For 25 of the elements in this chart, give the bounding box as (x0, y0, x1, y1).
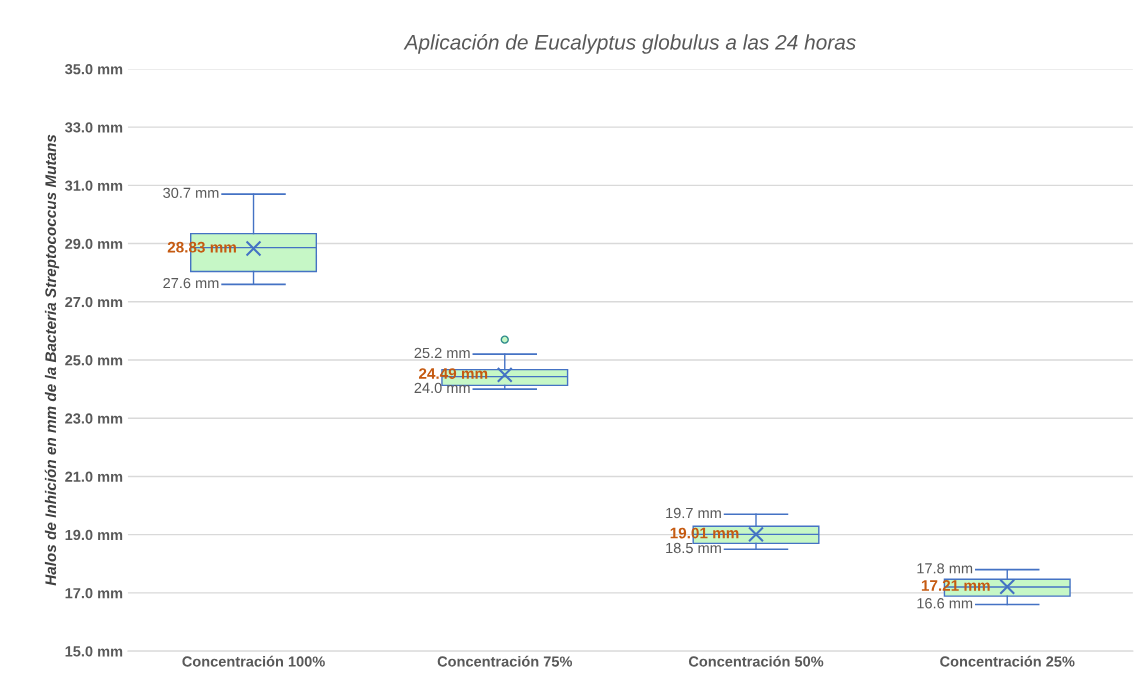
x-tick-label: Concentración 25% (940, 655, 1075, 667)
y-tick-label: 19.0 mm (65, 529, 123, 541)
annotation: 16.6 mm (917, 598, 973, 609)
y-axis-title: Halos de Inhición en mm de la Bacteria Streptococcus Mutans (44, 134, 60, 586)
y-tick-label: 27.0 mm (65, 296, 123, 308)
annotation: 27.6 mm (163, 277, 219, 289)
y-tick-label: 35.0 mm (65, 64, 123, 75)
x-tick-label: Concentración 75% (437, 655, 573, 667)
annotation: 24.0 mm (414, 382, 470, 394)
x-tick-label: Concentración 50% (688, 655, 824, 667)
y-tick-label: 25.0 mm (65, 355, 123, 366)
x-tick-label: Concentración 100% (182, 655, 325, 667)
chart-title: Aplicación de Eucalyptus globulus a las 24 horas (403, 34, 856, 54)
annotation: 19.7 mm (666, 507, 721, 519)
annotation: 17.8 mm (917, 563, 973, 574)
annotation: 18.5 mm (666, 542, 721, 554)
y-tick-label: 31.0 mm (65, 180, 123, 191)
y-tick-label: 33.0 mm (65, 122, 123, 133)
y-tick-label: 21.0 mm (65, 471, 123, 482)
y-tick-label: 23.0 mm (65, 413, 123, 424)
y-tick-label: 17.0 mm (65, 587, 123, 599)
y-tick-label: 29.0 mm (65, 238, 123, 249)
annotation: 25.2 mm (414, 347, 470, 359)
y-tick-label: 15.0 mm (65, 646, 123, 657)
annotation: 30.7 mm (163, 187, 219, 198)
